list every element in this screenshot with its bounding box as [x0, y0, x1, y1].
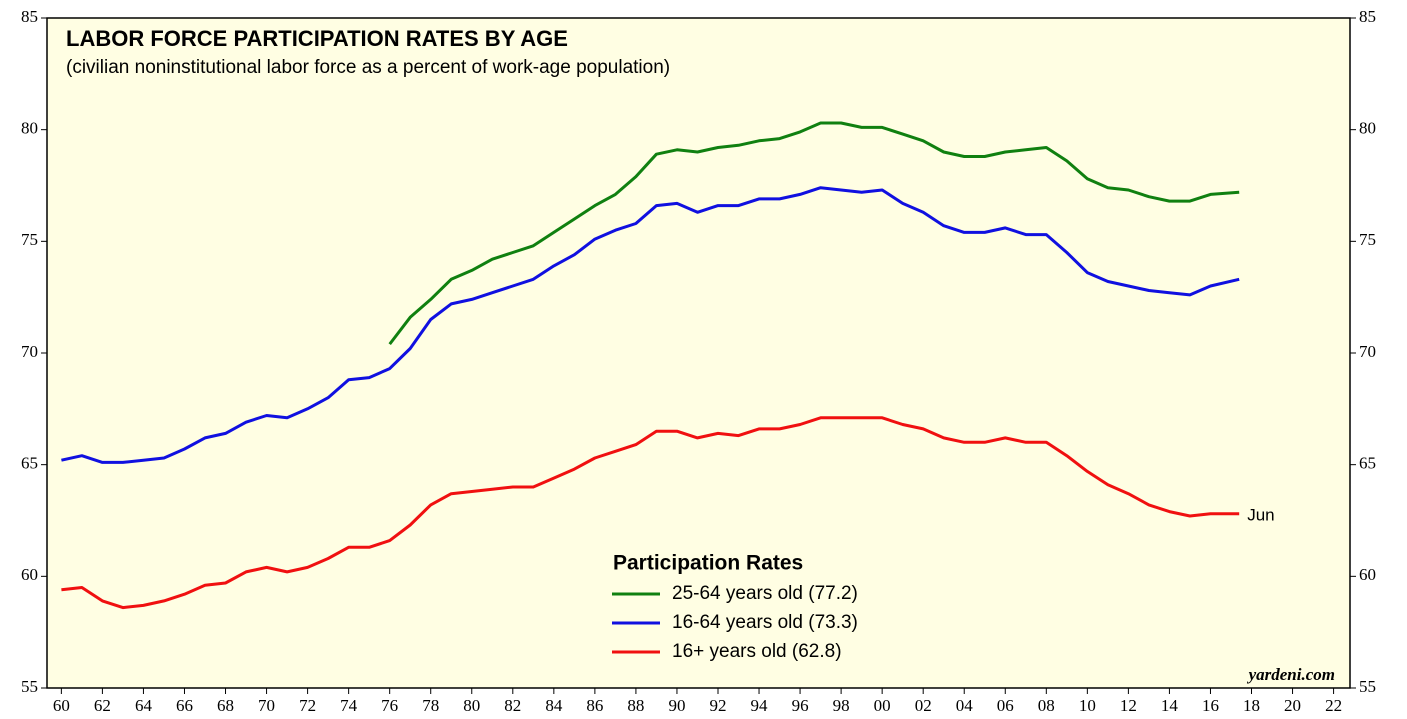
legend-label: 25-64 years old (77.2) — [672, 583, 858, 604]
x-tick-label: 06 — [997, 696, 1014, 715]
x-tick-label: 80 — [463, 696, 480, 715]
x-tick-label: 20 — [1284, 696, 1301, 715]
x-tick-label: 68 — [217, 696, 234, 715]
chart-subtitle: (civilian noninstitutional labor force a… — [66, 57, 670, 78]
x-tick-label: 84 — [545, 696, 563, 715]
x-tick-label: 86 — [586, 696, 603, 715]
end-label: Jun — [1247, 505, 1274, 524]
x-tick-label: 98 — [833, 696, 850, 715]
x-tick-label: 62 — [94, 696, 111, 715]
y2-tick-label: 55 — [1359, 677, 1376, 696]
legend-title: Participation Rates — [613, 552, 803, 575]
x-tick-label: 10 — [1079, 696, 1096, 715]
x-tick-label: 64 — [135, 696, 153, 715]
legend-label: 16+ years old (62.8) — [672, 641, 842, 662]
x-tick-label: 60 — [53, 696, 70, 715]
y-tick-label: 85 — [21, 7, 38, 26]
x-tick-label: 16 — [1202, 696, 1219, 715]
x-tick-label: 90 — [668, 696, 685, 715]
x-tick-label: 00 — [874, 696, 891, 715]
x-tick-label: 94 — [751, 696, 769, 715]
y-tick-label: 75 — [21, 230, 38, 249]
x-tick-label: 66 — [176, 696, 193, 715]
x-tick-label: 88 — [627, 696, 644, 715]
y2-tick-label: 75 — [1359, 230, 1376, 249]
x-tick-label: 70 — [258, 696, 275, 715]
x-tick-label: 76 — [381, 696, 398, 715]
x-tick-label: 22 — [1325, 696, 1342, 715]
y-tick-label: 55 — [21, 677, 38, 696]
x-tick-label: 04 — [956, 696, 974, 715]
series-line — [61, 186, 1240, 464]
x-tick-label: 82 — [504, 696, 521, 715]
y2-tick-label: 70 — [1359, 342, 1376, 361]
y-tick-label: 65 — [21, 454, 38, 473]
y-tick-label: 70 — [21, 342, 38, 361]
y-tick-label: 60 — [21, 565, 38, 584]
x-tick-label: 92 — [709, 696, 726, 715]
series-line — [61, 416, 1240, 610]
x-tick-label: 72 — [299, 696, 316, 715]
y2-tick-label: 80 — [1359, 119, 1376, 138]
legend-label: 16-64 years old (73.3) — [672, 612, 858, 633]
plot-area — [46, 17, 1351, 689]
x-tick-label: 18 — [1243, 696, 1260, 715]
series-line — [388, 121, 1240, 346]
x-tick-label: 14 — [1161, 696, 1179, 715]
y2-tick-label: 85 — [1359, 7, 1376, 26]
x-tick-label: 08 — [1038, 696, 1055, 715]
y2-tick-label: 65 — [1359, 454, 1376, 473]
y-tick-label: 80 — [21, 119, 38, 138]
x-tick-label: 78 — [422, 696, 439, 715]
chart-title: LABOR FORCE PARTICIPATION RATES BY AGE — [66, 26, 568, 51]
watermark: yardeni.com — [1247, 665, 1335, 684]
x-tick-label: 12 — [1120, 696, 1137, 715]
y2-tick-label: 60 — [1359, 565, 1376, 584]
x-tick-label: 96 — [792, 696, 809, 715]
x-tick-label: 74 — [340, 696, 358, 715]
x-tick-label: 02 — [915, 696, 932, 715]
